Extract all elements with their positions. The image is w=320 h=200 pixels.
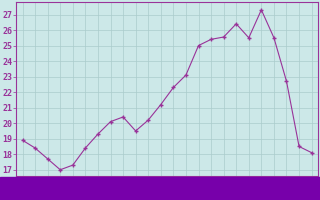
X-axis label: Windchill (Refroidissement éolien,°C): Windchill (Refroidissement éolien,°C) [75,189,260,198]
